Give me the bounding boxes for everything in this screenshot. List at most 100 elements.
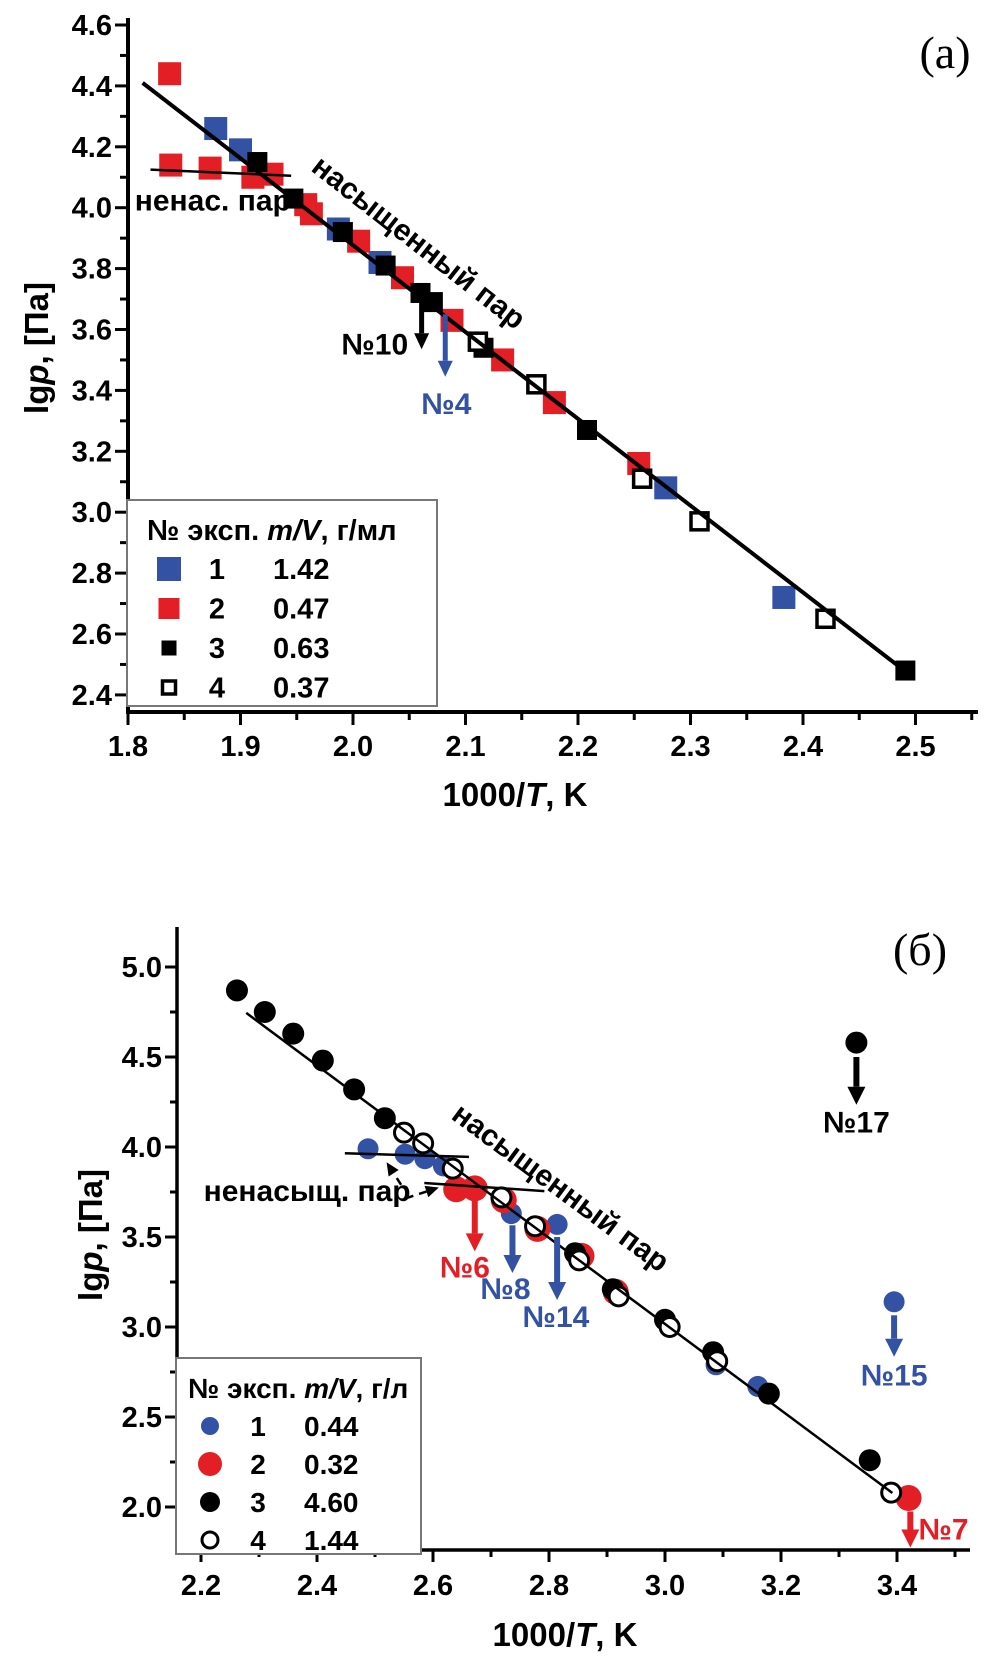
exp-arrow-head bbox=[503, 1255, 522, 1273]
series-3-point bbox=[422, 292, 443, 313]
legend-exp-number: 1 bbox=[209, 554, 225, 586]
y-tick-label: 4.2 bbox=[72, 132, 112, 164]
dashed-arrow-shaft bbox=[392, 1172, 403, 1186]
series-1-point bbox=[546, 1213, 568, 1235]
series-2-point bbox=[198, 156, 222, 180]
legend-mv-value: 0.47 bbox=[273, 594, 329, 626]
fit-line bbox=[150, 168, 292, 177]
legend-exp-number: 2 bbox=[250, 1449, 266, 1480]
exp-arrow-head bbox=[437, 360, 453, 377]
exp-arrow-head bbox=[885, 1338, 904, 1357]
legend-mv-value: 0.63 bbox=[273, 633, 329, 665]
y-tick-label: 3.8 bbox=[72, 254, 112, 286]
x-tick-label: 2.1 bbox=[445, 731, 485, 763]
legend-mv-value: 0.37 bbox=[273, 673, 329, 705]
legend-exp-number: 4 bbox=[209, 673, 225, 705]
fit-line bbox=[424, 1181, 545, 1193]
legend-marker-1 bbox=[157, 557, 181, 581]
legend-exp-number: 3 bbox=[209, 633, 225, 665]
series-2-point bbox=[443, 1176, 470, 1203]
x-axis-label: 1000/T, K bbox=[493, 1616, 638, 1653]
exp-arrow-label: №8 bbox=[480, 1273, 530, 1306]
legend-exp-number: 1 bbox=[250, 1411, 266, 1442]
series-2-point bbox=[159, 153, 183, 177]
y-tick-label: 2.0 bbox=[122, 1492, 162, 1524]
y-tick-label: 3.6 bbox=[72, 315, 112, 347]
y-tick-label: 3.0 bbox=[122, 1312, 162, 1344]
exp-arrow-head bbox=[901, 1529, 920, 1548]
y-tick-label: 3.0 bbox=[72, 497, 112, 529]
dashed-arrow-shaft bbox=[405, 1190, 427, 1200]
x-tick-label: 2.6 bbox=[413, 1570, 453, 1602]
x-axis-label: 1000/T, K bbox=[443, 776, 588, 813]
series-3-point bbox=[343, 1078, 366, 1101]
y-tick-label: 2.8 bbox=[72, 558, 112, 590]
legend-header: № эксп. m/V, г/мл bbox=[147, 515, 397, 547]
legend-marker-3 bbox=[161, 640, 177, 656]
x-tick-label: 3.0 bbox=[645, 1570, 685, 1602]
series-3-point bbox=[375, 255, 396, 276]
y-tick-label: 3.2 bbox=[72, 436, 112, 468]
legend-header: № эксп. m/V, г/л bbox=[188, 1373, 408, 1404]
y-axis-label: lgp, [Па] bbox=[72, 1169, 109, 1301]
chart-b: 2.2 2.4 2.6 2.8 3.0 3.2 3.4 2.0 2.5 3.0 3.5 4.0 4.5 5… bbox=[0, 860, 1008, 1659]
y-tick-label: 5.0 bbox=[122, 952, 162, 984]
x-tick-label: 2.3 bbox=[670, 731, 710, 763]
series-1-point bbox=[883, 1291, 905, 1313]
legend-marker-4 bbox=[200, 1530, 220, 1550]
x-tick-label: 2.4 bbox=[297, 1570, 337, 1602]
y-tick-label: 4.4 bbox=[72, 71, 112, 103]
y-tick-label: 2.4 bbox=[72, 680, 112, 712]
y-tick-label: 2.6 bbox=[72, 619, 112, 651]
series-3-point bbox=[332, 222, 353, 243]
x-tick-label: 1.8 bbox=[108, 731, 148, 763]
exp-arrow-head bbox=[847, 1086, 866, 1105]
fit-line bbox=[344, 1152, 469, 1159]
x-tick-label: 2.4 bbox=[783, 731, 823, 763]
legend-marker-4 bbox=[160, 679, 178, 696]
chart-b-svg: 2.2 2.4 2.6 2.8 3.0 3.2 3.4 2.0 2.5 3.0 3.5 4.0 4.5 5… bbox=[72, 924, 970, 1653]
exp-arrow-label: №15 bbox=[861, 1360, 928, 1393]
legend-marker-2 bbox=[198, 1452, 222, 1476]
y-tick-label: 4.0 bbox=[72, 193, 112, 225]
series-1-point bbox=[772, 585, 796, 609]
x-tick-label: 2.2 bbox=[558, 731, 598, 763]
legend-exp-number: 2 bbox=[209, 594, 225, 626]
x-tick-label: 2.2 bbox=[181, 1570, 221, 1602]
panel-label: (a) bbox=[919, 27, 970, 78]
x-tick-label: 3.2 bbox=[761, 1570, 801, 1602]
exp-arrow-label: №4 bbox=[421, 388, 471, 421]
series-3-point bbox=[282, 1022, 305, 1045]
exp-arrow-head bbox=[465, 1233, 484, 1252]
x-tick-label: 3.4 bbox=[877, 1570, 917, 1602]
y-axis-label: lgp, [Па] bbox=[18, 282, 55, 414]
annotation-text: ненасыщ. пар bbox=[204, 1175, 411, 1208]
y-tick-label: 4.5 bbox=[122, 1042, 162, 1074]
series-1-point bbox=[204, 117, 228, 141]
series-3-point bbox=[757, 1382, 780, 1405]
legend-marker-3 bbox=[200, 1492, 220, 1512]
x-tick-label: 2.5 bbox=[895, 731, 935, 763]
legend-mv-value: 4.60 bbox=[304, 1487, 359, 1518]
legend-marker-2 bbox=[158, 598, 180, 619]
legend-mv-value: 1.42 bbox=[273, 554, 329, 586]
exp-arrow-label: №10 bbox=[341, 329, 408, 362]
series-2-point bbox=[461, 1175, 488, 1202]
annotation-text: ненас. пар bbox=[135, 185, 291, 218]
y-tick-label: 4.6 bbox=[72, 10, 112, 42]
legend-exp-number: 4 bbox=[250, 1525, 266, 1556]
panel-label: (б) bbox=[893, 924, 947, 975]
series-2-point bbox=[158, 62, 182, 86]
series-3-point bbox=[577, 419, 597, 440]
fit-line bbox=[245, 1011, 894, 1494]
y-tick-label: 4.0 bbox=[122, 1132, 162, 1164]
series-3-point bbox=[845, 1031, 868, 1054]
dashed-arrow-head bbox=[386, 1162, 399, 1177]
exp-arrow-label: №17 bbox=[823, 1107, 890, 1140]
y-tick-label: 3.5 bbox=[122, 1222, 162, 1254]
exp-arrow-label: №6 bbox=[440, 1252, 490, 1285]
x-tick-label: 2.0 bbox=[333, 731, 373, 763]
annotation-text: насыщенный пар bbox=[306, 150, 532, 337]
legend-exp-number: 3 bbox=[250, 1487, 266, 1518]
